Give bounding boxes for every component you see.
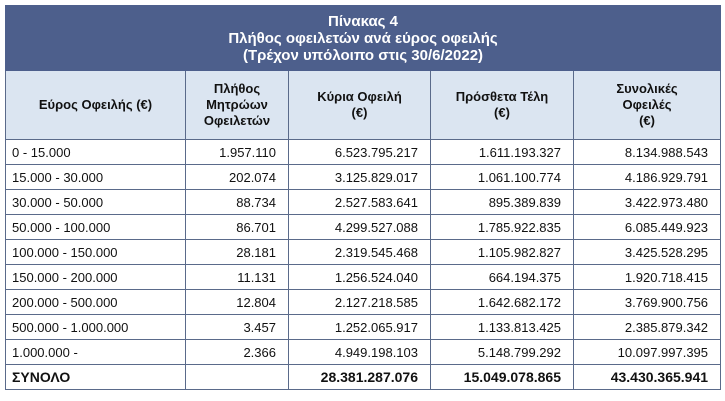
- range-cell: 200.000 - 500.000: [5, 289, 186, 315]
- number-cell: 86.701: [185, 214, 289, 240]
- data-row: 200.000 - 500.000 12.804 2.127.218.585 1.64…: [5, 289, 722, 315]
- range-cell: 30.000 - 50.000: [5, 189, 186, 215]
- header-row: Εύρος Οφειλής (€) Πλήθος Μητρώων Οφειλετών Κ…: [5, 70, 722, 140]
- data-row: 50.000 - 100.000 86.701 4.299.527.088 1.785…: [5, 214, 722, 240]
- range-cell: 150.000 - 200.000: [5, 264, 186, 290]
- number-cell: 1.920.718.415: [572, 264, 722, 290]
- total-row: ΣΥΝΟΛΟ 28.381.287.076 15.049.078.865 43.430…: [5, 364, 722, 390]
- number-cell: 4.186.929.791: [572, 164, 722, 190]
- number-cell: 3.769.900.756: [572, 289, 722, 315]
- header-line: Μητρώων: [206, 97, 268, 112]
- range-cell: 50.000 - 100.000: [5, 214, 186, 240]
- number-cell: 8.134.988.543: [572, 139, 722, 165]
- header-line: (€): [494, 105, 510, 120]
- number-cell: 1.957.110: [185, 139, 289, 165]
- total-label: ΣΥΝΟΛΟ: [5, 364, 186, 390]
- table-body: 0 - 15.000 1.957.110 6.523.795.217 1.611.19…: [5, 139, 722, 390]
- number-cell: 1.785.922.835: [430, 214, 574, 240]
- range-cell: 100.000 - 150.000: [5, 239, 186, 265]
- number-cell: 1.611.193.327: [430, 139, 574, 165]
- number-cell: 202.074: [185, 164, 289, 190]
- range-cell: 500.000 - 1.000.000: [5, 314, 186, 340]
- range-cell: 1.000.000 -: [5, 339, 186, 365]
- number-cell: 2.366: [185, 339, 289, 365]
- number-cell: 2.527.583.641: [288, 189, 431, 215]
- number-cell: 2.385.879.342: [572, 314, 722, 340]
- number-cell: 4.949.198.103: [288, 339, 431, 365]
- data-row: 150.000 - 200.000 11.131 1.256.524.040 664.…: [5, 264, 722, 290]
- range-cell: 0 - 15.000: [5, 139, 186, 165]
- total-cell: 15.049.078.865: [430, 364, 574, 390]
- header-line: Κύρια Οφειλή: [317, 89, 402, 104]
- table-title: Πίνακας 4 Πλήθος οφειλετών ανά εύρος οφει…: [4, 5, 722, 71]
- number-cell: 3.425.528.295: [572, 239, 722, 265]
- header-line: Οφειλές: [622, 97, 672, 112]
- number-cell: 895.389.839: [430, 189, 574, 215]
- header-line: (€): [351, 105, 368, 120]
- data-row: 30.000 - 50.000 88.734 2.527.583.641 895.38…: [5, 189, 722, 215]
- data-row: 1.000.000 -2.366 4.949.198.103 5.148.799.2…: [5, 339, 722, 365]
- column-header: Πρόσθετα Τέλη (€): [430, 70, 574, 140]
- number-cell: 28.181: [185, 239, 289, 265]
- column-header: Εύρος Οφειλής (€): [5, 70, 186, 140]
- range-cell: 15.000 - 30.000: [5, 164, 186, 190]
- number-cell: 664.194.375: [430, 264, 574, 290]
- header-line: (€): [639, 113, 655, 128]
- header-line: Συνολικές: [616, 81, 678, 96]
- header-line: Πρόσθετα Τέλη: [455, 89, 549, 104]
- column-header: Πλήθος Μητρώων Οφειλετών: [185, 70, 289, 140]
- number-cell: 2.127.218.585: [288, 289, 431, 315]
- data-row: 15.000 - 30.000 202.074 3.125.829.017 1.061…: [5, 164, 722, 190]
- column-header: Συνολικές Οφειλές (€): [572, 70, 722, 140]
- number-cell: 3.422.973.480: [572, 189, 722, 215]
- data-row: 500.000 - 1.000.000 3.457 1.252.065.917 1.1…: [5, 314, 722, 340]
- number-cell: 1.642.682.172: [430, 289, 574, 315]
- total-cell: 28.381.287.076: [288, 364, 431, 390]
- debt-table: Πίνακας 4 Πλήθος οφειλετών ανά εύρος οφει…: [4, 5, 722, 390]
- title-line: (Τρέχον υπόλοιπο στις 30/6/2022): [242, 46, 484, 64]
- number-cell: 12.804: [185, 289, 289, 315]
- data-row: 100.000 - 150.000 28.181 2.319.545.468 1.10…: [5, 239, 722, 265]
- total-cell: [185, 364, 289, 390]
- data-row: 0 - 15.000 1.957.110 6.523.795.217 1.611.19…: [5, 139, 722, 165]
- number-cell: 11.131: [185, 264, 289, 290]
- number-cell: 88.734: [185, 189, 289, 215]
- number-cell: 3.125.829.017: [288, 164, 431, 190]
- number-cell: 1.061.100.774: [430, 164, 574, 190]
- number-cell: 10.097.997.395: [572, 339, 722, 365]
- number-cell: 5.148.799.292: [430, 339, 574, 365]
- number-cell: 3.457: [185, 314, 289, 340]
- number-cell: 1.133.813.425: [430, 314, 574, 340]
- number-cell: 2.319.545.468: [288, 239, 431, 265]
- number-cell: 1.256.524.040: [288, 264, 431, 290]
- table-container: Πίνακας 4 Πλήθος οφειλετών ανά εύρος οφει…: [4, 5, 722, 390]
- title-line: Πλήθος οφειλετών ανά εύρος οφειλής: [228, 29, 498, 47]
- number-cell: 6.523.795.217: [288, 139, 431, 165]
- column-header: Κύρια Οφειλή (€): [288, 70, 431, 140]
- title-line: Πίνακας 4: [328, 12, 398, 30]
- number-cell: 6.085.449.923: [572, 214, 722, 240]
- number-cell: 1.105.982.827: [430, 239, 574, 265]
- number-cell: 1.252.065.917: [288, 314, 431, 340]
- total-cell: 43.430.365.941: [572, 364, 722, 390]
- number-cell: 4.299.527.088: [288, 214, 431, 240]
- header-line: Οφειλετών: [203, 113, 271, 128]
- header-line: Εύρος Οφειλής (€): [38, 97, 153, 112]
- header-line: Πλήθος: [213, 81, 261, 96]
